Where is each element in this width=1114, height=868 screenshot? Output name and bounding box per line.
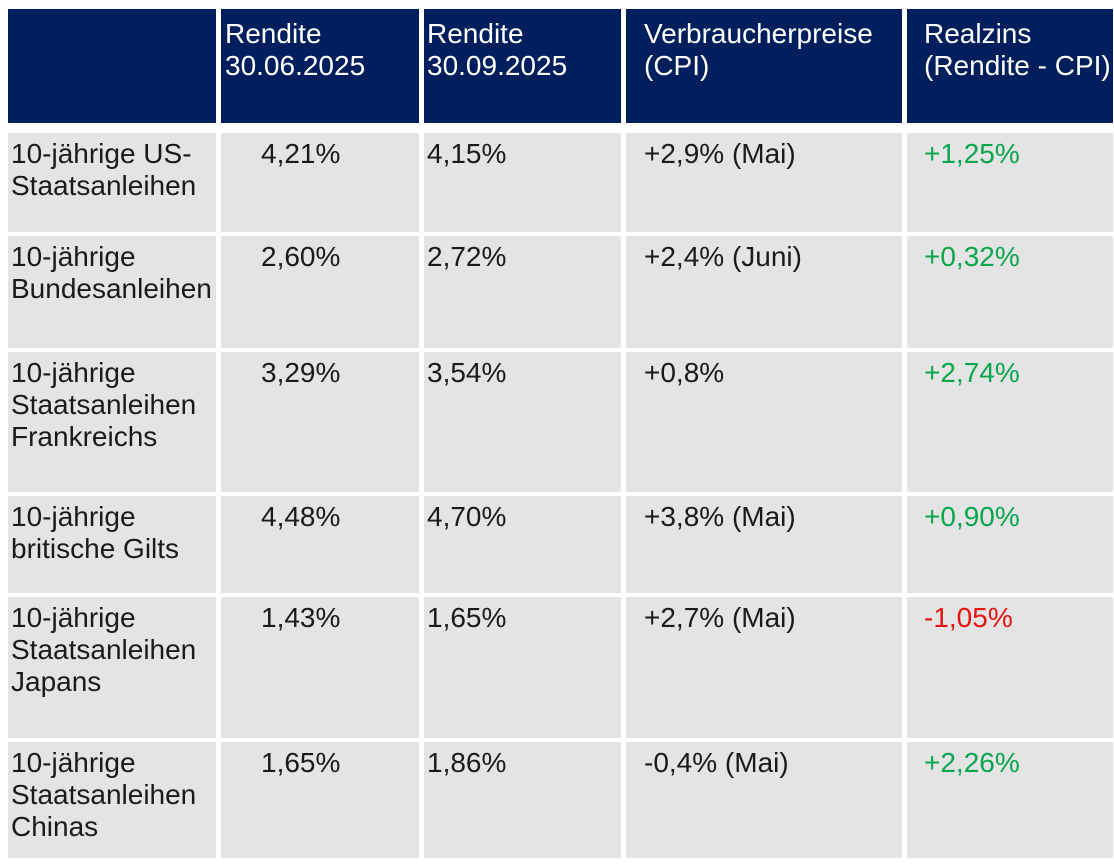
cpi-value: +0,8% xyxy=(626,352,902,492)
table-row-britische-gilts: 10-jährige britische Gilts 4,48% 4,70% +… xyxy=(8,496,1113,593)
header-empty-cell xyxy=(8,9,216,123)
table-header-row: Rendite 30.06.2025 Rendite 30.09.2025 Ve… xyxy=(8,9,1113,123)
cpi-value: +2,4% (Juni) xyxy=(626,236,902,348)
rendite-30-06-value: 4,21% xyxy=(221,133,419,232)
header-rendite-30-09: Rendite 30.09.2025 xyxy=(424,9,621,123)
cpi-value: -0,4% (Mai) xyxy=(626,742,902,858)
rendite-30-06-value: 2,60% xyxy=(221,236,419,348)
table-row-us-staatsanleihen: 10-jährige US-Staatsanleihen 4,21% 4,15%… xyxy=(8,133,1113,232)
rendite-30-09-value: 1,86% xyxy=(424,742,621,858)
row-label: 10-jährige US-Staatsanleihen xyxy=(8,133,216,232)
header-realzins: Realzins (Rendite - CPI) xyxy=(907,9,1113,123)
header-rendite-30-06: Rendite 30.06.2025 xyxy=(221,9,419,123)
realzins-value: +0,32% xyxy=(907,236,1113,348)
row-label: 10-jährige Staatsanleihen Chinas xyxy=(8,742,216,858)
table-row-china: 10-jährige Staatsanleihen Chinas 1,65% 1… xyxy=(8,742,1113,858)
realzins-value: +1,25% xyxy=(907,133,1113,232)
rendite-30-06-value: 3,29% xyxy=(221,352,419,492)
rendite-30-06-value: 1,43% xyxy=(221,597,419,738)
table-row-frankreich: 10-jährige Staatsanleihen Frankreichs 3,… xyxy=(8,352,1113,492)
row-label: 10-jährige Bundesanleihen xyxy=(8,236,216,348)
table-row-japan: 10-jährige Staatsanleihen Japans 1,43% 1… xyxy=(8,597,1113,738)
rendite-30-06-value: 1,65% xyxy=(221,742,419,858)
row-label: 10-jährige britische Gilts xyxy=(8,496,216,593)
table-row-bundesanleihen: 10-jährige Bundesanleihen 2,60% 2,72% +2… xyxy=(8,236,1113,348)
rendite-30-09-value: 2,72% xyxy=(424,236,621,348)
realzins-value: -1,05% xyxy=(907,597,1113,738)
realzins-value: +0,90% xyxy=(907,496,1113,593)
rendite-30-09-value: 4,15% xyxy=(424,133,621,232)
realzins-value: +2,74% xyxy=(907,352,1113,492)
rendite-30-09-value: 4,70% xyxy=(424,496,621,593)
realzins-value: +2,26% xyxy=(907,742,1113,858)
cpi-value: +3,8% (Mai) xyxy=(626,496,902,593)
rendite-30-09-value: 1,65% xyxy=(424,597,621,738)
bond-yield-table: Rendite 30.06.2025 Rendite 30.09.2025 Ve… xyxy=(8,9,1113,858)
header-verbraucherpreise-cpi: Verbraucherpreise (CPI) xyxy=(626,9,902,123)
cpi-value: +2,7% (Mai) xyxy=(626,597,902,738)
row-label: 10-jährige Staatsanleihen Japans xyxy=(8,597,216,738)
cpi-value: +2,9% (Mai) xyxy=(626,133,902,232)
row-label: 10-jährige Staatsanleihen Frankreichs xyxy=(8,352,216,492)
rendite-30-09-value: 3,54% xyxy=(424,352,621,492)
rendite-30-06-value: 4,48% xyxy=(221,496,419,593)
